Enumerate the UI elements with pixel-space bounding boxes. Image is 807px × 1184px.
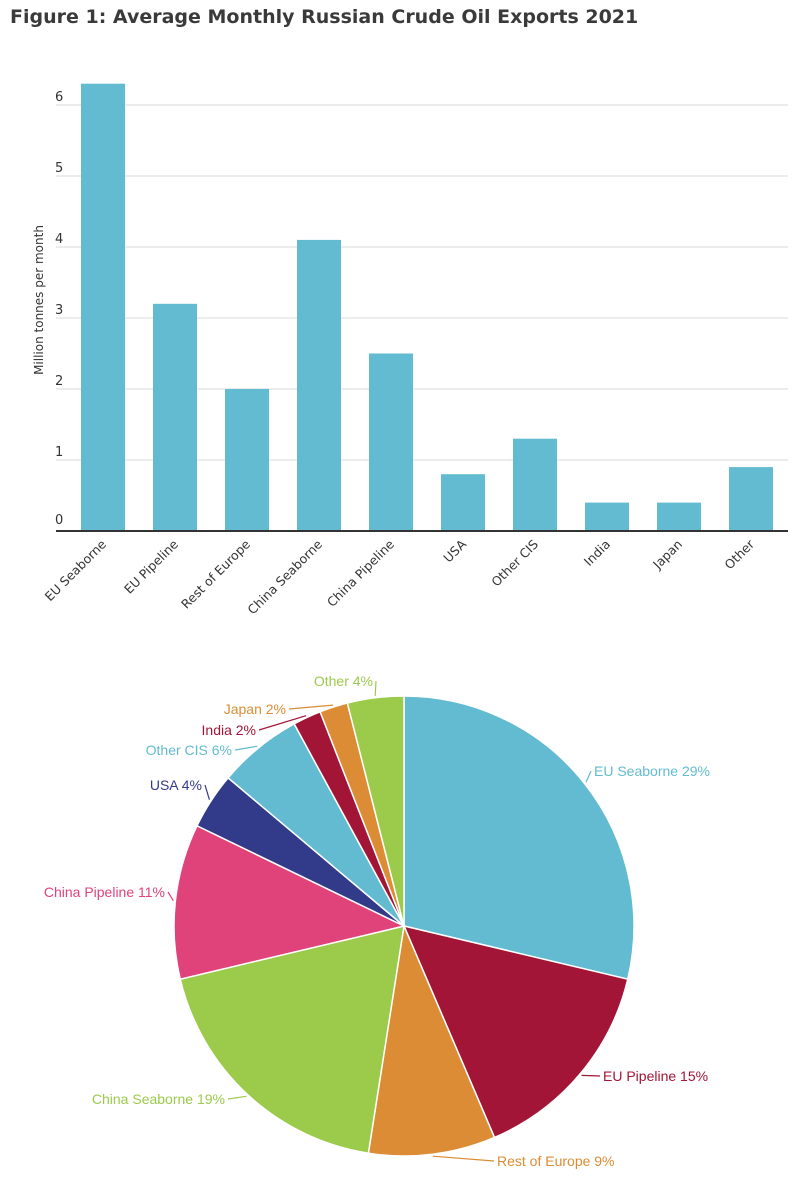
pie-label: USA 4% (150, 777, 202, 793)
pie-label: Other 4% (314, 673, 373, 689)
pie-leader-line (167, 891, 174, 902)
pie-label: EU Seaborne 29% (594, 763, 710, 779)
x-tick-label: Rest of Europe (178, 536, 253, 611)
x-tick-label: Japan (649, 537, 685, 573)
pie-slice-other (346, 695, 405, 927)
bar-japan (657, 502, 701, 531)
pie-label: Japan 2% (224, 701, 286, 717)
x-tick-label: China Pipeline (324, 536, 397, 609)
pie-leader-line (581, 1074, 601, 1077)
y-tick-label: 2 (55, 374, 63, 389)
bar-india (585, 502, 629, 531)
pie-leader-line (432, 1155, 495, 1162)
pie-slice-china-seaborne (179, 925, 405, 1155)
x-tick-label: China Seaborne (244, 536, 325, 617)
pie-leader-line (288, 704, 334, 710)
pie-slice-india (293, 710, 405, 927)
pie-leader-line (204, 784, 210, 800)
pie-slice-other-cis (227, 722, 405, 927)
x-tick-label: India (581, 537, 613, 569)
figure-title: Figure 1: Average Monthly Russian Crude … (10, 6, 639, 28)
pie-label: India 2% (202, 722, 256, 738)
y-tick-label: 6 (55, 90, 63, 105)
bar-china-pipeline (369, 353, 413, 531)
bar-eu-pipeline (153, 303, 197, 531)
pie-leader-line (374, 680, 377, 696)
pie-leader-line (258, 715, 307, 731)
x-tick-label: Other (721, 536, 757, 572)
y-axis-label: Million tonnes per month (32, 225, 46, 375)
pie-label: EU Pipeline 15% (603, 1068, 708, 1084)
pie-slice-eu-pipeline (402, 924, 629, 1139)
pie-slice-usa (195, 776, 405, 927)
x-tick-label: EU Pipeline (121, 536, 181, 596)
pie-label: China Pipeline 11% (44, 884, 165, 900)
y-tick-label: 5 (55, 161, 63, 176)
pie-leader-line (227, 1095, 247, 1100)
pie-leader-line (234, 745, 258, 751)
y-tick-label: 3 (55, 303, 63, 318)
pie-leader-line (585, 770, 592, 783)
pie-slice-rest-of-europe (367, 923, 496, 1157)
x-tick-label: Other CIS (488, 536, 541, 589)
bar-other (729, 467, 773, 531)
pie-slice-eu-seaborne (403, 695, 635, 981)
pie-label: Other CIS 6% (146, 742, 232, 758)
y-tick-label: 1 (55, 445, 63, 460)
bar-china-seaborne (297, 239, 341, 531)
pie-label: Rest of Europe 9% (497, 1153, 615, 1169)
bar-rest-of-europe (225, 389, 269, 531)
pie-slice-china-pipeline (173, 824, 407, 981)
x-tick-label: USA (440, 536, 469, 565)
bar-eu-seaborne (81, 83, 125, 531)
bar-usa (441, 474, 485, 531)
pie-label: China Seaborne 19% (92, 1091, 225, 1107)
pie-slice-japan (319, 702, 405, 927)
bar-other-cis (513, 438, 557, 531)
x-tick-label: EU Seaborne (42, 536, 110, 604)
y-tick-label: 4 (55, 232, 63, 247)
y-tick-label: 0 (55, 513, 63, 528)
